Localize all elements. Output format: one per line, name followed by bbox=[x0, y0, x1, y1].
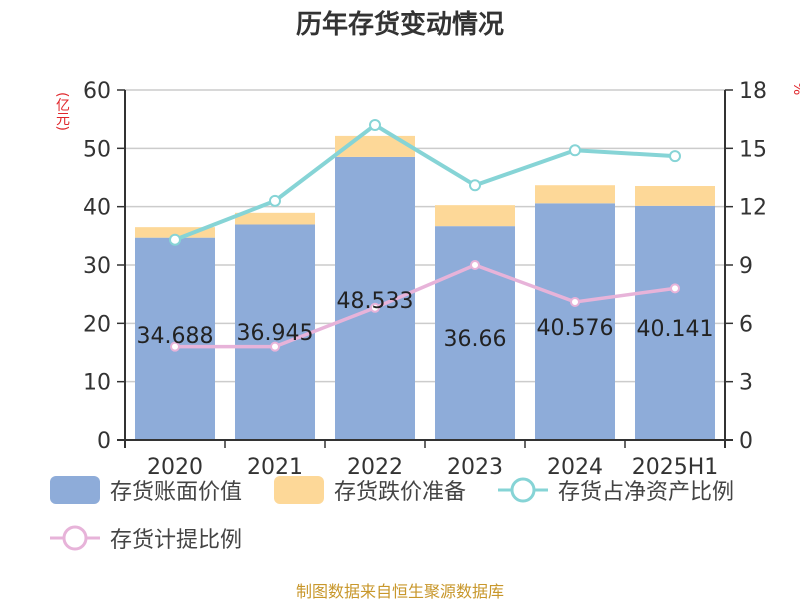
bar-book-value bbox=[535, 203, 615, 440]
legend-item-reserve[interactable]: 存货跌价准备 bbox=[274, 474, 466, 506]
data-point bbox=[469, 179, 481, 192]
x-tick-label: 2023 bbox=[447, 455, 503, 480]
left-tick-label: 30 bbox=[83, 254, 111, 279]
right-tick-label: 12 bbox=[739, 196, 767, 221]
line-provision-ratio bbox=[175, 263, 676, 349]
source-note: 制图数据来自恒生聚源数据库 bbox=[295, 582, 504, 601]
data-point bbox=[269, 194, 281, 207]
data-point bbox=[169, 233, 181, 246]
left-axis-unit: (亿元) bbox=[54, 92, 70, 131]
bar-book-value bbox=[235, 224, 315, 440]
bar-book-value bbox=[135, 237, 215, 440]
line-series bbox=[169, 119, 681, 352]
x-tick-label: 2024 bbox=[547, 455, 603, 480]
left-tick-label: 40 bbox=[83, 196, 111, 221]
right-tick-label: 3 bbox=[739, 371, 753, 396]
data-point bbox=[670, 283, 680, 294]
legend-item-net-asset-ratio[interactable]: 存货占净资产比例 bbox=[498, 474, 734, 506]
left-tick-label: 10 bbox=[83, 371, 111, 396]
data-point bbox=[570, 296, 580, 307]
bar-value-label: 34.688 bbox=[137, 324, 214, 349]
reserve-swatch-icon bbox=[274, 476, 324, 504]
book-value-swatch-icon bbox=[50, 476, 100, 504]
x-tick-label: 2022 bbox=[347, 455, 403, 480]
left-tick-label: 50 bbox=[83, 137, 111, 162]
bar-value-label: 36.66 bbox=[444, 327, 507, 352]
bar-value-label: 48.533 bbox=[337, 289, 414, 314]
left-tick-label: 60 bbox=[83, 79, 111, 104]
legend-label: 存货账面价值 bbox=[110, 480, 243, 505]
line-circle-icon bbox=[498, 477, 548, 503]
left-tick-label: 20 bbox=[83, 312, 111, 337]
bar-reserve bbox=[235, 212, 315, 225]
right-tick-label: 6 bbox=[739, 312, 753, 337]
data-point bbox=[369, 119, 381, 131]
line-net-asset-ratio bbox=[174, 122, 676, 242]
bar-reserve bbox=[535, 185, 615, 204]
bar-value-label: 40.141 bbox=[637, 317, 714, 342]
right-tick-label: 0 bbox=[739, 429, 753, 454]
bar-series bbox=[135, 135, 715, 440]
data-point bbox=[370, 302, 380, 313]
data-labels: 34.688 36.945 48.533 36.66 40.576 40.141 bbox=[137, 289, 714, 352]
x-tick-label: 2021 bbox=[247, 455, 303, 480]
right-tick-label: 15 bbox=[739, 137, 767, 162]
chart-title: 历年存货变动情况 bbox=[295, 10, 504, 40]
legend-label: 存货跌价准备 bbox=[334, 480, 467, 505]
bar-book-value bbox=[635, 205, 715, 440]
bar-reserve bbox=[435, 205, 515, 227]
data-point bbox=[569, 144, 581, 157]
x-tick-label: 2025H1 bbox=[632, 455, 719, 480]
data-point bbox=[170, 341, 180, 352]
data-point bbox=[669, 150, 681, 163]
line-circle-icon bbox=[50, 525, 100, 551]
left-tick-label: 0 bbox=[97, 429, 111, 454]
bar-reserve bbox=[635, 186, 715, 206]
legend-item-book-value[interactable]: 存货账面价值 bbox=[50, 474, 242, 506]
legend-label: 存货占净资产比例 bbox=[558, 480, 735, 505]
right-tick-label: 9 bbox=[739, 254, 753, 279]
data-point bbox=[470, 260, 480, 270]
legend-label: 存货计提比例 bbox=[110, 528, 243, 553]
right-tick-label: 18 bbox=[739, 79, 767, 104]
gridlines bbox=[125, 89, 725, 383]
data-point bbox=[270, 341, 280, 352]
legend-item-provision-ratio[interactable]: 存货计提比例 bbox=[50, 522, 242, 554]
bar-value-label: 40.576 bbox=[537, 316, 614, 341]
bar-reserve bbox=[135, 227, 215, 238]
axes: 0 10 20 30 40 50 60 0 3 6 9 12 15 18 2020 2021 2022 2023 2… bbox=[83, 79, 767, 480]
bar-value-label: 36.945 bbox=[237, 321, 314, 346]
bar-book-value bbox=[335, 156, 415, 440]
right-axis-unit: % bbox=[790, 82, 800, 96]
x-tick-label: 2020 bbox=[147, 455, 203, 480]
